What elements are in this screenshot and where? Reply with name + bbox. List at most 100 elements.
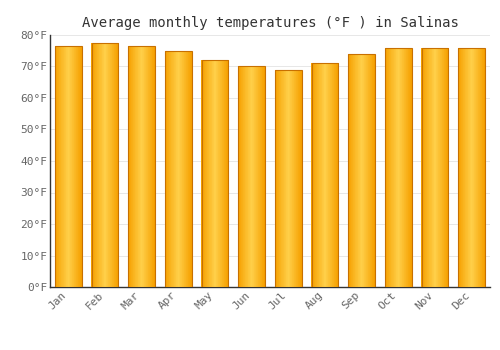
Bar	[400, 48, 401, 287]
Bar	[104, 43, 105, 287]
Bar	[113, 43, 114, 287]
Bar	[389, 48, 390, 287]
Bar	[328, 63, 329, 287]
Bar	[280, 70, 281, 287]
Bar	[337, 63, 338, 287]
Bar	[109, 43, 110, 287]
Bar	[145, 46, 146, 287]
Bar	[332, 63, 333, 287]
Bar	[110, 43, 111, 287]
Bar	[207, 60, 208, 287]
Bar	[55, 46, 82, 287]
Bar	[297, 70, 298, 287]
Bar	[142, 46, 143, 287]
Bar	[169, 51, 170, 287]
Bar	[276, 70, 277, 287]
Bar	[112, 43, 113, 287]
Bar	[470, 48, 471, 287]
Bar	[219, 60, 220, 287]
Bar	[436, 48, 437, 287]
Bar	[425, 48, 426, 287]
Bar	[190, 51, 192, 287]
Bar	[74, 46, 75, 287]
Bar	[354, 54, 355, 287]
Bar	[213, 60, 214, 287]
Bar	[250, 66, 251, 287]
Bar	[469, 48, 470, 287]
Bar	[257, 66, 258, 287]
Bar	[54, 46, 56, 287]
Bar	[422, 48, 448, 287]
Bar	[66, 46, 67, 287]
Bar	[284, 70, 285, 287]
Bar	[128, 46, 155, 287]
Bar	[408, 48, 410, 287]
Bar	[209, 60, 210, 287]
Bar	[256, 66, 257, 287]
Bar	[170, 51, 171, 287]
Bar	[96, 43, 97, 287]
Bar	[443, 48, 444, 287]
Bar	[395, 48, 396, 287]
Bar	[289, 70, 290, 287]
Bar	[480, 48, 481, 287]
Bar	[106, 43, 107, 287]
Bar	[301, 70, 302, 287]
Bar	[243, 66, 244, 287]
Bar	[244, 66, 245, 287]
Bar	[288, 70, 289, 287]
Bar	[460, 48, 462, 287]
Bar	[422, 48, 424, 287]
Bar	[111, 43, 112, 287]
Bar	[475, 48, 476, 287]
Bar	[432, 48, 433, 287]
Bar	[348, 54, 375, 287]
Bar	[477, 48, 478, 287]
Bar	[247, 66, 248, 287]
Bar	[407, 48, 408, 287]
Bar	[430, 48, 431, 287]
Bar	[217, 60, 218, 287]
Bar	[171, 51, 172, 287]
Bar	[394, 48, 395, 287]
Bar	[317, 63, 318, 287]
Bar	[327, 63, 328, 287]
Bar	[226, 60, 228, 287]
Bar	[285, 70, 286, 287]
Bar	[299, 70, 300, 287]
Bar	[206, 60, 207, 287]
Bar	[260, 66, 261, 287]
Bar	[293, 70, 294, 287]
Bar	[176, 51, 177, 287]
Bar	[329, 63, 330, 287]
Bar	[75, 46, 76, 287]
Bar	[98, 43, 99, 287]
Bar	[204, 60, 205, 287]
Bar	[296, 70, 297, 287]
Bar	[385, 48, 411, 287]
Bar	[92, 43, 94, 287]
Bar	[136, 46, 137, 287]
Bar	[211, 60, 212, 287]
Bar	[80, 46, 82, 287]
Bar	[76, 46, 77, 287]
Bar	[116, 43, 117, 287]
Bar	[366, 54, 367, 287]
Bar	[324, 63, 325, 287]
Bar	[263, 66, 264, 287]
Bar	[253, 66, 254, 287]
Bar	[316, 63, 317, 287]
Bar	[371, 54, 372, 287]
Bar	[130, 46, 131, 287]
Bar	[424, 48, 425, 287]
Bar	[152, 46, 154, 287]
Bar	[331, 63, 332, 287]
Bar	[427, 48, 428, 287]
Bar	[330, 63, 331, 287]
Bar	[148, 46, 149, 287]
Bar	[218, 60, 219, 287]
Bar	[144, 46, 145, 287]
Bar	[78, 46, 80, 287]
Bar	[429, 48, 430, 287]
Bar	[240, 66, 242, 287]
